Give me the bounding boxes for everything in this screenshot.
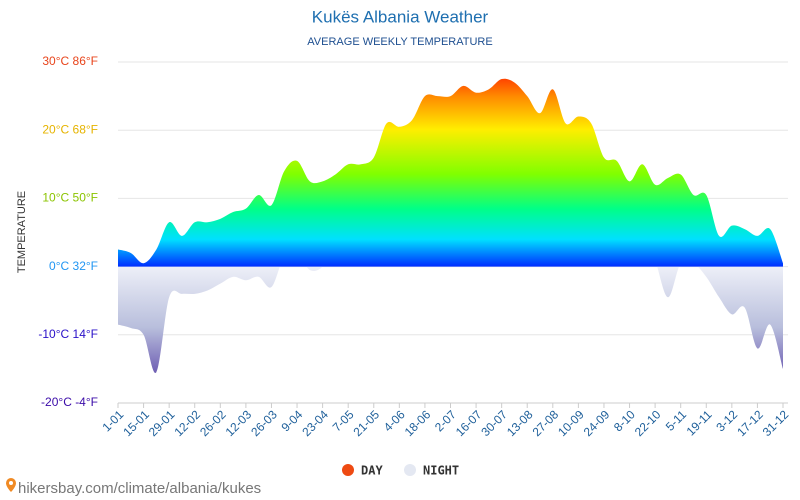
chart-title: Kukës Albania Weather	[312, 7, 489, 26]
x-tick-label: 12-03	[223, 407, 255, 439]
source-link[interactable]: hikersbay.com/climate/albania/kukes	[18, 480, 261, 497]
x-tick-label: 13-08	[504, 407, 536, 439]
legend-swatch	[342, 464, 354, 476]
legend-label[interactable]: NIGHT	[423, 464, 459, 478]
x-tick-label: 10-09	[555, 407, 587, 439]
x-tick-label: 16-07	[453, 407, 485, 439]
legend: DAY NIGHT	[342, 464, 459, 478]
x-tick-label: 15-01	[120, 407, 152, 439]
x-tick-label: 26-03	[248, 407, 280, 439]
x-tick-label: 23-04	[299, 407, 331, 439]
x-tick-label: 27-08	[530, 407, 562, 439]
legend-swatch	[404, 464, 416, 476]
y-tick-label: 20°C 68°F	[42, 122, 98, 136]
x-tick-label: 12-02	[171, 407, 203, 439]
x-tick-label: 26-02	[197, 407, 229, 439]
chart-subtitle: AVERAGE WEEKLY TEMPERATURE	[307, 36, 492, 48]
x-tick-label: 18-06	[402, 407, 434, 439]
x-tick-label: 21-05	[351, 407, 383, 439]
y-axis-label: TEMPERATURE	[16, 191, 28, 273]
y-tick-label: -10°C 14°F	[38, 327, 98, 341]
x-tick-label: 17-12	[734, 407, 766, 439]
y-tick-label: 0°C 32°F	[49, 259, 98, 273]
legend-label[interactable]: DAY	[361, 464, 383, 478]
pin-dot	[9, 481, 13, 485]
y-tick-label: -20°C -4°F	[41, 395, 98, 409]
y-tick-label: 30°C 86°F	[42, 54, 98, 68]
y-tick-label: 10°C 50°F	[42, 191, 98, 205]
x-tick-label: 30-07	[478, 407, 510, 439]
x-tick-label: 31-12	[760, 407, 792, 439]
x-tick-label: 19-11	[684, 407, 715, 438]
day-area	[118, 78, 783, 267]
x-tick-label: 22-10	[632, 407, 664, 439]
x-tick-label: 24-09	[581, 407, 613, 439]
x-tick-label: 29-01	[146, 407, 178, 439]
